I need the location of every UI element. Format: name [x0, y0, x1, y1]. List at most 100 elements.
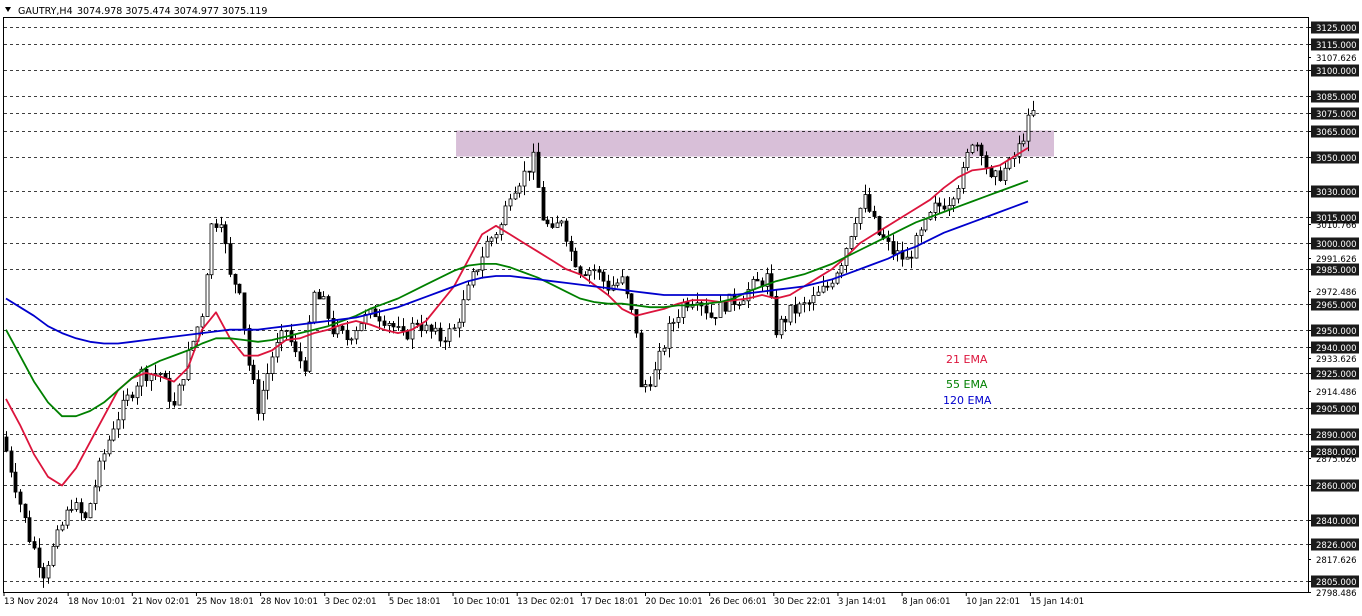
candle	[937, 197, 942, 214]
candle	[298, 342, 303, 369]
candle	[121, 390, 126, 429]
candle	[256, 370, 261, 421]
y-tick-label: 3010.766	[1316, 221, 1357, 231]
candle	[956, 185, 961, 204]
candle	[993, 169, 998, 186]
price-tag	[1311, 324, 1359, 337]
candle	[102, 449, 107, 470]
candle	[452, 323, 457, 330]
y-tick-label: 2965.000	[1316, 301, 1357, 311]
candle	[494, 232, 499, 244]
candle	[489, 236, 494, 247]
candle	[340, 324, 345, 334]
y-tick-label: 3100.000	[1316, 67, 1357, 77]
candle	[69, 499, 74, 513]
candle	[1021, 133, 1026, 147]
candle	[653, 361, 658, 388]
y-tick-label: 2826.000	[1316, 541, 1357, 551]
candle	[769, 264, 774, 299]
y-tick-label: 2950.000	[1316, 327, 1357, 337]
candle	[116, 411, 121, 438]
y-tick-label: 3115.000	[1316, 41, 1357, 51]
dropdown-triangle-icon[interactable]	[5, 7, 11, 12]
x-tick-label: 3 Jan 14:01	[838, 597, 886, 607]
candle	[457, 318, 462, 338]
candle	[573, 247, 578, 268]
candle	[144, 365, 149, 387]
candle	[9, 446, 14, 478]
candle	[597, 265, 602, 280]
candle	[233, 273, 238, 294]
price-tag	[1311, 237, 1359, 250]
candle	[741, 295, 746, 305]
y-tick-label: 3050.000	[1316, 154, 1357, 164]
price-tag	[1311, 64, 1359, 77]
candle	[65, 506, 70, 529]
candle	[522, 161, 527, 196]
y-tick-label: 3030.000	[1316, 188, 1357, 198]
candle	[251, 359, 256, 384]
candle	[83, 511, 88, 521]
y-tick-label: 2940.000	[1316, 344, 1357, 354]
candle	[592, 264, 597, 280]
candle	[536, 142, 541, 188]
candle	[214, 218, 219, 232]
candle	[74, 497, 79, 512]
price-tag	[1311, 21, 1359, 34]
price-tag	[1311, 211, 1359, 224]
x-tick-label: 21 Nov 02:01	[132, 597, 189, 607]
candle	[807, 299, 812, 312]
price-tag	[1311, 341, 1359, 354]
price-tag	[1311, 151, 1359, 164]
candle	[130, 391, 135, 402]
candle	[135, 381, 140, 405]
ohlc-readout: 3074.978 3075.474 3074.977 3075.119	[77, 6, 267, 17]
price-tag	[1311, 428, 1359, 441]
price-tag	[1311, 298, 1359, 311]
candle	[307, 315, 312, 373]
candle	[443, 336, 448, 350]
candle	[737, 301, 742, 310]
ema-55-line	[5, 179, 1029, 418]
candle	[979, 142, 984, 166]
candle	[1026, 108, 1031, 152]
candle	[541, 181, 546, 221]
x-tick-label: 17 Dec 18:01	[581, 597, 638, 607]
candle	[205, 273, 210, 317]
candle	[830, 279, 835, 290]
price-tag	[1311, 107, 1359, 120]
candle	[643, 379, 648, 393]
y-tick-label: 2991.626	[1316, 255, 1357, 265]
candle	[583, 271, 588, 277]
candle	[429, 323, 434, 339]
candle	[527, 170, 532, 181]
candle	[200, 313, 205, 336]
y-tick-label: 2840.000	[1316, 517, 1357, 527]
candle	[433, 321, 438, 335]
candle	[111, 421, 116, 442]
candle	[727, 293, 732, 312]
candle	[382, 315, 387, 329]
price-tag	[1311, 90, 1359, 103]
candle	[783, 316, 788, 332]
legend-label: 55 EMA	[946, 378, 988, 391]
x-tick-label: 30 Dec 22:01	[774, 597, 831, 607]
candle	[984, 151, 989, 175]
candle	[284, 329, 289, 341]
candle	[27, 510, 32, 544]
y-tick-label: 2905.000	[1316, 405, 1357, 415]
x-tick-label: 8 Jan 06:01	[902, 597, 950, 607]
candle	[942, 198, 947, 211]
candle	[671, 318, 676, 332]
candle	[625, 275, 630, 299]
candle	[312, 290, 317, 325]
candle	[354, 326, 359, 345]
x-tick-label: 20 Dec 10:01	[646, 597, 703, 607]
candle	[438, 322, 443, 347]
candle	[303, 357, 308, 377]
price-tag	[1311, 538, 1359, 551]
candle	[634, 309, 639, 338]
candle	[746, 282, 751, 309]
candle	[51, 543, 56, 568]
y-tick-label: 2798.486	[1316, 589, 1357, 599]
